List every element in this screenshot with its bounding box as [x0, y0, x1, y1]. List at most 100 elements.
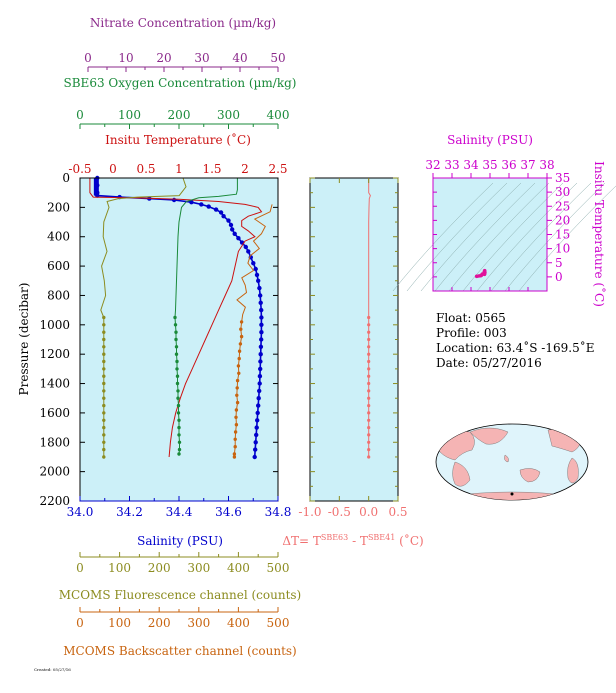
mcoms-backscatter-channel-counts-point: [233, 445, 237, 449]
density-contour: [420, 182, 522, 292]
salinity-psu-point: [253, 440, 258, 445]
delta-t-point: [367, 359, 371, 364]
salinity-psu-point: [252, 454, 257, 460]
mcoms-backscatter-channel-counts-point: [233, 430, 238, 434]
pressure-tick-label: 400: [47, 230, 70, 244]
salinity-psu-point: [253, 266, 258, 272]
salinity-psu-point: [256, 396, 261, 401]
sbe63-oxygen-concentration-m-kg-point: [175, 359, 179, 364]
mcoms-backscatter-channel-counts-point: [237, 371, 241, 375]
ts-temperature-tick-label: 30: [555, 185, 570, 199]
pressure-tick-label: 600: [47, 259, 70, 273]
salinity-tick-label: 34.0: [67, 505, 94, 519]
delta-t-title-end: (˚C): [395, 533, 423, 548]
delta-t-axis-title: ΔT= TSBE63 - TSBE41 (˚C): [282, 533, 423, 548]
pressure-tick-label: 200: [47, 200, 70, 214]
delta-t-point: [367, 426, 371, 430]
fluorescence-axis: 0 100 200 300 400 500 MCOMS Fluorescence chan…: [59, 552, 302, 602]
salinity-psu-point: [257, 374, 263, 379]
pressure-tick-label: 1200: [39, 347, 70, 361]
salinity-psu-point: [255, 418, 260, 423]
mcoms-backscatter-channel-counts-point: [239, 327, 243, 331]
sbe63-oxygen-concentration-m-kg-point: [177, 452, 181, 456]
mcoms-fluorescence-channel-counts-point: [102, 323, 106, 327]
backscatter-axis: 0 100 200 300 400 500 MCOMS Backscatter chann…: [63, 607, 297, 658]
mcoms-fluorescence-channel-counts-point: [102, 374, 106, 378]
ts-temperature-tick-label: 0: [555, 270, 563, 284]
salinity-tick-label: 34.4: [166, 505, 193, 519]
delta-t-tick-label: -1.0: [298, 505, 321, 519]
salinity-psu-point: [189, 200, 194, 205]
sbe63-oxygen-concentration-m-kg-point: [177, 425, 181, 430]
delta-t-point: [367, 345, 371, 349]
salinity-tick-label: 34.2: [116, 505, 143, 519]
info-profile: Profile: 003: [436, 326, 507, 340]
mcoms-backscatter-channel-counts-point: [234, 415, 238, 419]
info-date: Date: 05/27/2016: [436, 356, 542, 370]
salinity-psu-point: [243, 244, 248, 250]
mcoms-backscatter-channel-counts-point: [235, 393, 239, 397]
delta-t-tick-label: 0.0: [359, 505, 378, 519]
salinity-psu-point: [257, 381, 262, 386]
mcoms-backscatter-channel-counts-point: [234, 423, 239, 427]
fluorescence-axis-title: MCOMS Fluorescence channel (counts): [59, 588, 302, 602]
salinity-psu-point: [228, 222, 234, 228]
density-contour: [392, 182, 494, 292]
backscatter-axis-title: MCOMS Backscatter channel (counts): [63, 644, 296, 658]
info-float: Float: 0565: [436, 311, 506, 325]
delta-t-point: [367, 440, 371, 444]
density-contour: [462, 182, 564, 292]
density-contour: [476, 182, 578, 292]
salinity-psu-point: [254, 432, 259, 438]
mcoms-fluorescence-channel-counts-point: [102, 337, 106, 342]
ts-salinity-title: Salinity (PSU): [447, 133, 533, 147]
salinity-psu-point: [251, 261, 256, 266]
delta-t-point: [367, 330, 371, 334]
salinity-psu-point: [257, 285, 262, 291]
nitrate-tick-label: 50: [270, 51, 285, 65]
salinity-psu-point: [246, 249, 251, 254]
delta-t-title-sup2: SBE41: [368, 533, 395, 542]
salinity-psu-point: [256, 278, 261, 283]
delta-t-point: [367, 404, 371, 408]
salinity-psu-point: [253, 447, 258, 452]
ts-temperature-tick-label: 20: [555, 213, 570, 227]
sbe63-oxygen-concentration-m-kg-point: [175, 367, 179, 371]
fluorescence-tick-label: 100: [108, 561, 131, 575]
oxygen-axis: SBE63 Oxygen Concentration (µm/kg) 0 100 2…: [64, 76, 296, 129]
sbe63-oxygen-concentration-m-kg-point: [177, 433, 181, 437]
mcoms-fluorescence-channel-counts-point: [102, 455, 106, 459]
pressure-tick-label: 1800: [39, 435, 70, 449]
sbe63-oxygen-concentration-m-kg-line: [174, 178, 238, 455]
sbe63-oxygen-concentration-m-kg-point: [175, 374, 180, 378]
mcoms-backscatter-channel-counts-point: [237, 356, 241, 361]
pressure-tick-label: 1400: [39, 377, 70, 391]
nitrate-tick-label: 10: [118, 51, 133, 65]
nitrate-tick-label: 0: [84, 51, 92, 65]
salinity-psu-point: [206, 204, 211, 209]
mcoms-fluorescence-channel-counts-point: [102, 345, 106, 349]
mcoms-fluorescence-channel-counts-point: [102, 403, 106, 408]
density-contour: [406, 182, 508, 292]
salinity-psu-point: [256, 403, 261, 408]
delta-t-point: [367, 455, 371, 459]
mcoms-backscatter-channel-counts-point: [239, 334, 244, 339]
salinity-tick-label: 34.6: [215, 505, 242, 519]
ts-temperature-title: Insitu Temperature (˚C): [592, 161, 607, 307]
delta-t-title-mid: - T: [348, 534, 368, 548]
mcoms-fluorescence-channel-counts-point: [102, 411, 106, 415]
info-location: Location: 63.4˚S -169.5˚E: [436, 340, 594, 355]
world-map: [435, 423, 589, 501]
salinity-surface-segment: [93, 178, 99, 196]
delta-t-point: [367, 352, 371, 356]
salinity-psu-point: [230, 227, 235, 232]
mcoms-backscatter-channel-counts-point: [236, 364, 241, 368]
sbe63-oxygen-concentration-m-kg-point: [174, 337, 178, 342]
density-contour: [448, 182, 550, 292]
delta-t-point: [367, 367, 371, 371]
pressure-tick-label: 2000: [39, 465, 70, 479]
fluorescence-tick-label: 500: [267, 561, 290, 575]
ts-point: [479, 273, 484, 278]
nitrate-tick-label: 20: [156, 51, 171, 65]
sbe63-oxygen-concentration-m-kg-point: [173, 323, 178, 327]
